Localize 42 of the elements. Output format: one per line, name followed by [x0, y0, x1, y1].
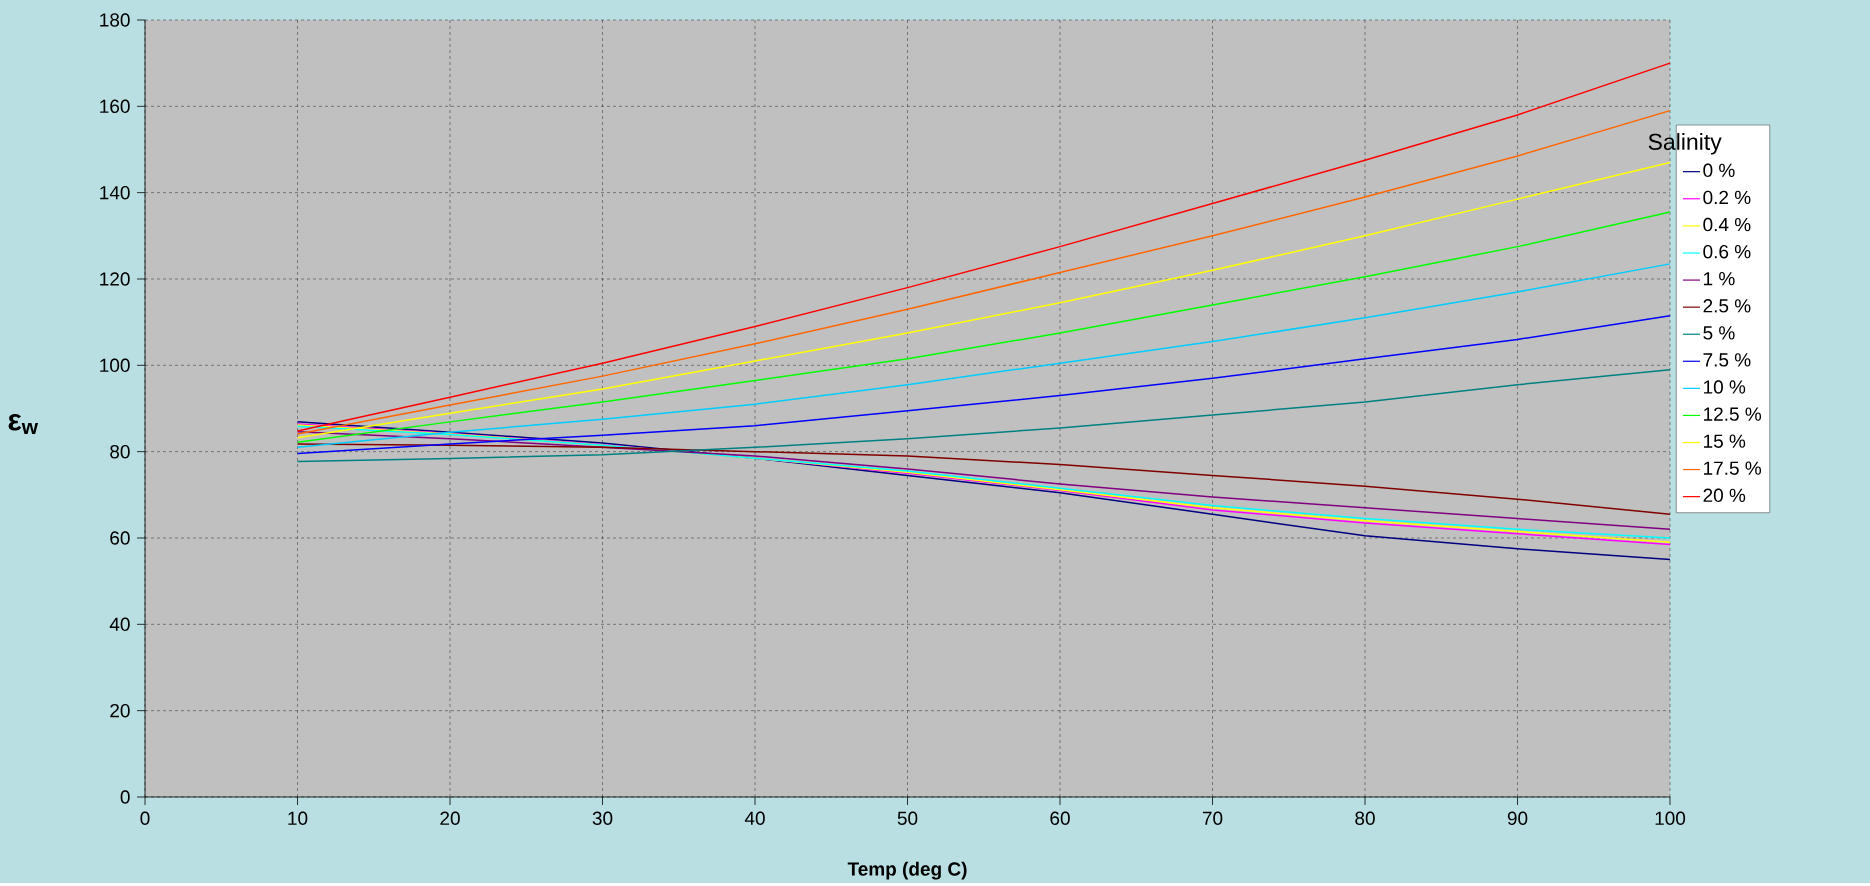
legend-label: 20 % — [1703, 488, 1746, 503]
x-tick-label: 20 — [440, 811, 460, 826]
y-tick-label: 100 — [100, 358, 130, 373]
line-series — [296, 443, 1671, 516]
legend-label: 0.2 % — [1703, 190, 1751, 205]
legend-label: 5 % — [1703, 326, 1735, 340]
y-tick-label: 180 — [100, 13, 130, 27]
x-tick-label: 30 — [592, 811, 613, 826]
y-tick-label: 60 — [110, 531, 130, 545]
line-series — [296, 368, 1671, 463]
x-tick-label: 80 — [1355, 811, 1375, 826]
legend-title: Salinity — [1648, 133, 1722, 155]
x-axis-title: Temp (deg C) — [847, 861, 967, 880]
line-series — [296, 314, 1671, 455]
legend-label: 17.5 % — [1704, 461, 1762, 475]
legend-label: 10 % — [1704, 380, 1746, 394]
x-tick-label: 0 — [140, 811, 150, 826]
x-tick-label: 50 — [897, 811, 918, 826]
y-tick-label: 120 — [100, 272, 130, 286]
y-tick-label: 40 — [109, 617, 130, 632]
legend-label: 12.5 % — [1704, 407, 1762, 421]
legend-label: 15 % — [1704, 434, 1746, 448]
x-tick-label: 90 — [1507, 811, 1528, 826]
y-axis-title: ε$_{w}$ — [8, 414, 39, 434]
y-tick-label: 0 — [120, 790, 130, 804]
legend-label: 1 % — [1704, 272, 1735, 286]
line-series — [296, 263, 1671, 449]
legend-label: 7.5 % — [1703, 353, 1751, 367]
x-tick-label: 10 — [288, 811, 308, 826]
y-tick-label: 160 — [100, 99, 130, 114]
y-tick-label: 140 — [100, 185, 130, 200]
x-tick-label: 70 — [1202, 811, 1223, 826]
legend-label: 0.4 % — [1703, 217, 1751, 232]
y-tick-label: 20 — [110, 703, 130, 718]
x-tick-label: 100 — [1655, 811, 1686, 826]
x-tick-label: 40 — [744, 811, 765, 826]
x-tick-label: 60 — [1050, 811, 1070, 826]
legend-label: 2.5 % — [1703, 299, 1751, 313]
legend-label: 0 % — [1703, 163, 1735, 178]
legend-label: 0.6 % — [1703, 244, 1751, 259]
y-tick-label: 80 — [110, 444, 130, 459]
line-series — [296, 211, 1671, 443]
